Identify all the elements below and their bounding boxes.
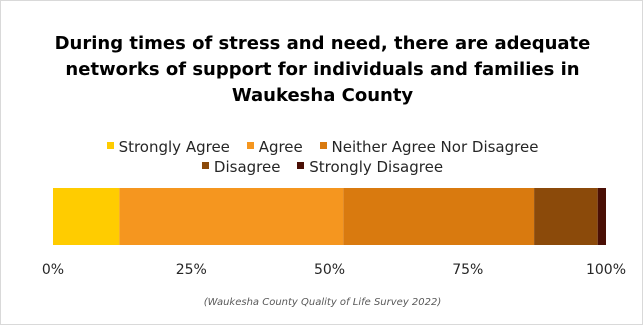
legend-swatch-neither [319,142,327,149]
legend-label-strongly-disagree: Strongly Disagree [309,158,444,176]
chart-title: During times of stress and need, there a… [54,33,591,106]
legend-swatch-disagree [201,162,209,169]
legend-item-strongly-disagree: Strongly Disagree [297,157,443,177]
x-tick-label: 50% [314,262,345,278]
bar-segment-agree [119,188,344,245]
x-tick-label: 25% [176,262,207,278]
chart-plot: 0% 25% 50% 75% 100% [42,188,626,278]
bar-segment-neither-agree-nor-disagree [343,188,535,245]
x-tick-label: 100% [586,262,626,278]
legend-item-agree: Agree [246,137,303,157]
legend-item-neither: Neither Agree Nor Disagree [319,137,539,157]
bar-segment-disagree [534,188,598,245]
source-note: (Waukesha County Quality of Life Survey … [203,297,442,308]
x-axis-ticks: 0% 25% 50% 75% 100% [42,262,626,278]
legend-row-1: Strongly Agree Agree Neither Agree Nor D… [41,137,604,157]
legend-item-strongly-agree: Strongly Agree [106,137,230,157]
legend-swatch-strongly-agree [106,142,114,149]
x-tick-label: 75% [452,262,483,278]
legend-label-neither: Neither Agree Nor Disagree [331,138,539,156]
legend-label-agree: Agree [258,138,303,156]
legend-row-2: Disagree Strongly Disagree [41,157,604,177]
bar-segment-strongly-disagree [597,188,606,245]
legend-label-strongly-agree: Strongly Agree [118,138,230,156]
chart-legend: Strongly Agree Agree Neither Agree Nor D… [41,137,604,177]
legend-label-disagree: Disagree [213,158,281,176]
legend-swatch-strongly-disagree [297,162,305,169]
legend-swatch-agree [246,142,254,149]
bar-segment-strongly-agree [53,188,120,245]
bar-stack [53,188,606,245]
legend-item-disagree: Disagree [201,157,281,177]
x-tick-label: 0% [42,262,64,278]
